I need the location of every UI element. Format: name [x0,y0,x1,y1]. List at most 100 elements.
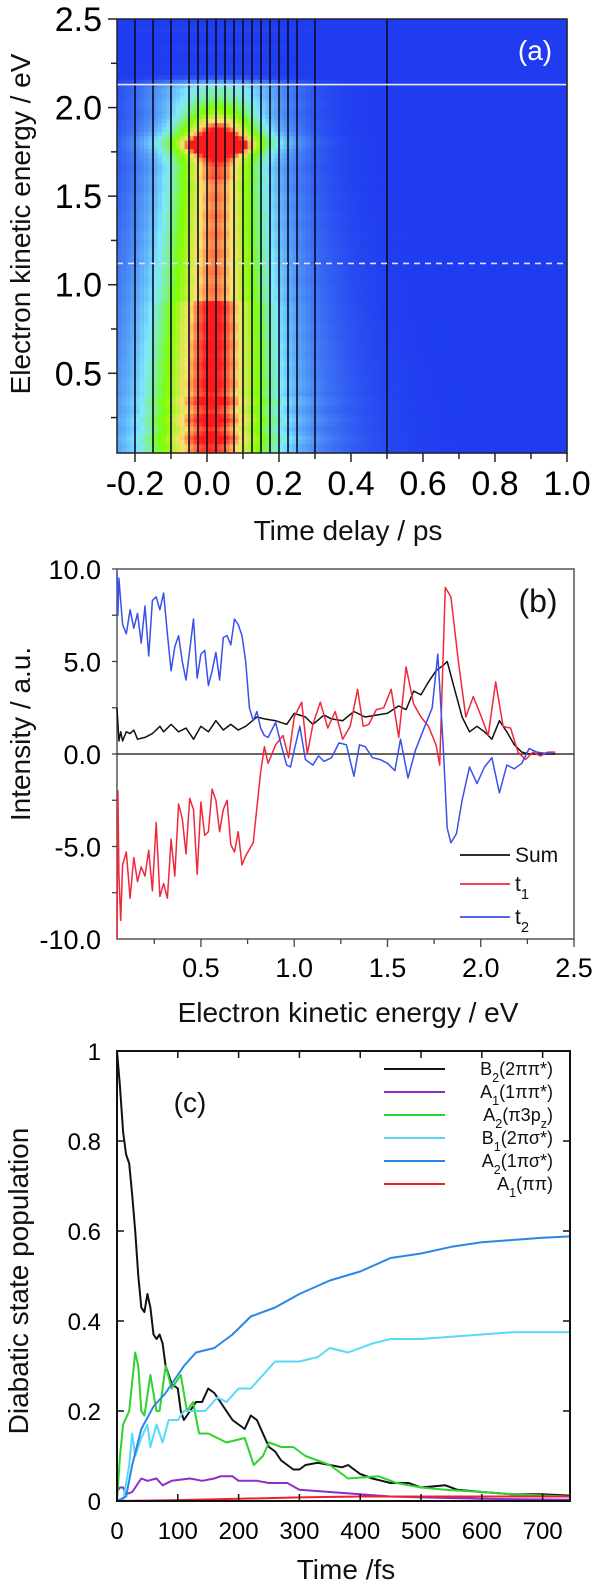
heatmap-cell [234,309,240,315]
heatmap-cell [292,400,298,406]
heatmap-cell [211,19,217,24]
heatmap-cell [306,318,312,324]
heatmap-cell [175,340,181,346]
heatmap-cell [315,240,321,246]
heatmap-cell [247,353,253,359]
heatmap-cell [310,75,316,81]
heatmap-cell [180,209,186,215]
heatmap-cell [315,379,321,385]
heatmap-cell [324,27,330,33]
heatmap-cell [211,296,217,302]
heatmap-cell [144,118,150,124]
heatmap-cell [265,392,271,398]
heatmap-cell [126,66,132,72]
heatmap-cell [306,292,312,298]
heatmap-cell [292,370,298,376]
heatmap-cell [274,101,280,107]
heatmap-cell [265,192,271,198]
heatmap-cell [265,209,271,215]
heatmap-cell [211,170,217,176]
heatmap-cell [184,400,190,406]
heatmap-cell [193,127,199,133]
heatmap-cell [144,179,150,185]
heatmap-cell [139,309,145,315]
heatmap-cell [126,244,132,250]
heatmap-cell [319,348,325,354]
heatmap-cell [274,40,280,46]
heatmap-cell [279,201,285,207]
heatmap-cell [324,62,330,68]
heatmap-cell [292,49,298,55]
heatmap-cell [216,62,222,68]
heatmap-cell [130,75,136,81]
heatmap-cell [175,140,181,146]
heatmap-cell [153,123,159,129]
heatmap-cell [283,71,289,77]
heatmap-cell [139,62,145,68]
heatmap-cell [202,262,208,267]
heatmap-cell [306,275,312,280]
heatmap-cell [121,366,127,372]
heatmap-cell [198,201,204,207]
heatmap-cell [270,36,276,42]
heatmap-cell [247,23,253,29]
heatmap-cell [220,123,226,129]
heatmap-cell [225,170,231,176]
heatmap-cell [175,45,181,50]
heatmap-cell [153,45,159,50]
heatmap-cell [189,131,195,137]
heatmap-cell [211,370,217,376]
heatmap-cell [310,409,316,415]
heatmap-cell [153,426,159,432]
heatmap-cell [207,227,213,233]
heatmap-cell [171,101,177,107]
heatmap-cell [288,75,294,81]
heatmap-cell [166,422,172,428]
heatmap-cell [207,322,213,328]
heatmap-cell [337,88,343,94]
heatmap-cell [117,84,123,90]
heatmap-cell [319,19,325,24]
heatmap-cell [274,244,280,250]
heatmap-cell [148,192,154,198]
heatmap-cell [126,431,132,437]
heatmap-cell [247,374,253,380]
heatmap-cell [306,218,312,224]
heatmap-cell [333,157,339,163]
heatmap-cell [265,257,271,263]
heatmap-cell [279,266,285,272]
heatmap-cell [211,179,217,185]
heatmap-cell [270,227,276,233]
heatmap-cell [247,236,253,241]
heatmap-cell [315,162,321,168]
heatmap-cell [243,396,249,402]
heatmap-cell [207,101,213,107]
heatmap-cell [193,275,199,280]
heatmap-cell [144,162,150,168]
heatmap-cell [337,32,343,37]
heatmap-cell [189,36,195,42]
heatmap-cell [319,97,325,103]
heatmap-cell [211,114,217,120]
heatmap-cell [238,23,244,29]
heatmap-cell [333,392,339,398]
heatmap-cell [117,301,123,307]
heatmap-cell [310,366,316,372]
heatmap-cell [252,327,258,333]
heatmap-cell [162,153,168,159]
heatmap-cell [301,62,307,68]
heatmap-cell [265,88,271,94]
heatmap-cell [279,32,285,37]
heatmap-cell [297,387,303,393]
heatmap-cell [184,231,190,237]
heatmap-cell [198,448,204,454]
heatmap-cell [279,40,285,46]
heatmap-cell [207,222,213,228]
heatmap-cell [193,439,199,445]
heatmap-cell [139,344,145,350]
heatmap-cell [216,240,222,246]
heatmap-cell [180,140,186,146]
heatmap-cell [301,396,307,402]
heatmap-cell [180,301,186,307]
heatmap-cell [175,92,181,98]
